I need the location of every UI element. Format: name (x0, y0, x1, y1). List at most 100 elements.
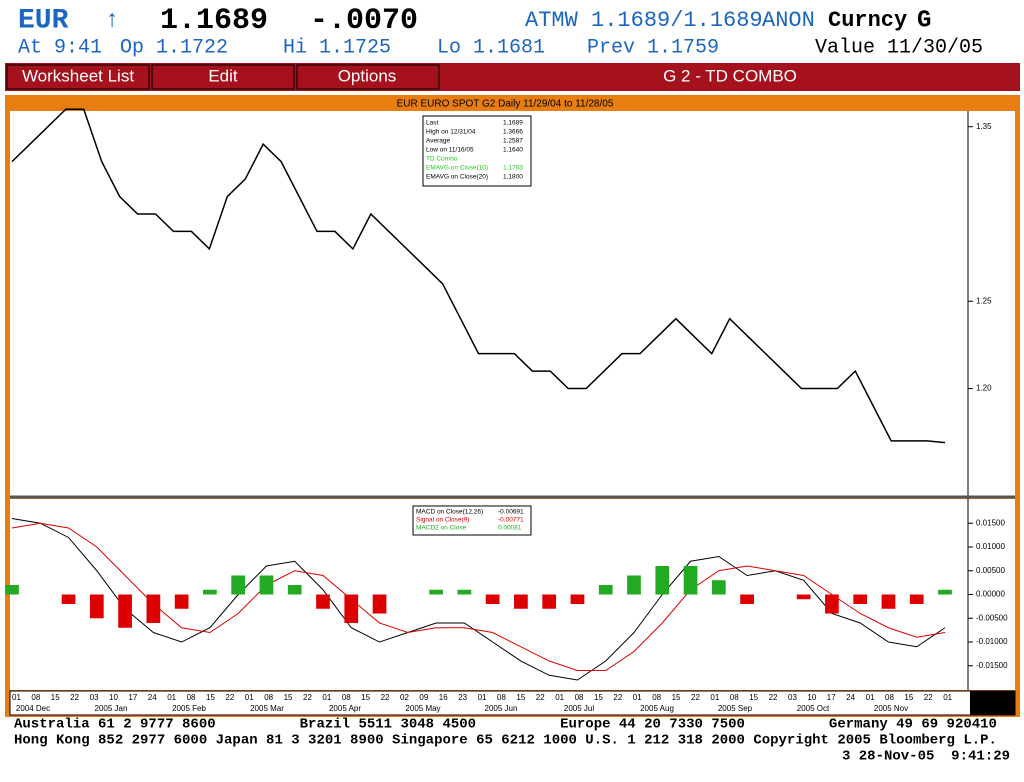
x-month-label: 2005 Jan (95, 704, 128, 713)
histogram-bar (598, 584, 613, 595)
legend-label: EMAVG on Close(10) (426, 165, 488, 172)
footer-line: Australia 61 2 9777 8600 Brazil 5511 304… (14, 717, 997, 733)
x-day-label: 02 (400, 693, 409, 702)
x-day-label: 08 (885, 693, 894, 702)
x-day-label: 09 (419, 693, 428, 702)
price: 1.1689 (160, 4, 268, 38)
histogram-bar (231, 575, 246, 595)
high: Hi 1.1725 (283, 36, 391, 59)
menu-button[interactable] (151, 64, 295, 90)
histogram-bar (683, 565, 698, 595)
x-day-label: 01 (710, 693, 719, 702)
prev: Prev 1.1759 (587, 36, 719, 59)
x-day-label: 15 (672, 693, 681, 702)
x-month-label: 2004 Dec (16, 704, 50, 713)
histogram-bar (853, 594, 868, 605)
legend-label: Low on 11/16/05 (426, 147, 474, 154)
histogram-bar (457, 589, 472, 595)
x-month-label: 2005 Sep (718, 704, 753, 713)
footer: Australia 61 2 9777 8600 Brazil 5511 304… (14, 717, 1010, 765)
x-month-label: 2005 Jul (564, 704, 594, 713)
histogram-bar (89, 594, 104, 619)
menu-button[interactable] (6, 64, 150, 90)
x-day-label: 01 (322, 693, 331, 702)
histogram-bar (570, 594, 585, 605)
x-month-label: 2005 Mar (250, 704, 284, 713)
legend-label: Average (426, 138, 450, 145)
ticker: EUR (18, 5, 69, 36)
histogram-bar (514, 594, 528, 609)
x-day-label: 15 (284, 693, 293, 702)
histogram-bar (711, 580, 726, 595)
axis-corner (970, 691, 1015, 715)
histogram-bar (203, 589, 217, 595)
x-day-label: 08 (31, 693, 40, 702)
x-day-label: 22 (924, 693, 933, 702)
x-day-label: 17 (827, 693, 836, 702)
y-tick-label: 1.20 (976, 384, 992, 393)
x-day-label: 08 (497, 693, 506, 702)
x-day-label: 08 (342, 693, 351, 702)
histogram-bar (429, 589, 443, 595)
x-month-label: 2005 Nov (874, 704, 908, 713)
data-line (11, 108, 946, 444)
key: G (917, 7, 931, 34)
x-day-label: 22 (613, 693, 622, 702)
histogram-bar (344, 594, 359, 624)
x-day-label: 08 (575, 693, 584, 702)
menu-button[interactable] (296, 64, 440, 90)
legend-value: 0.00081 (498, 525, 522, 532)
histogram-bar (259, 575, 274, 595)
histogram-bar (740, 594, 754, 605)
x-day-label: 22 (225, 693, 234, 702)
x-day-label: 01 (12, 693, 21, 702)
legend-label: EMAVG on Close(20) (426, 174, 488, 181)
y-tick-label: 0.01500 (976, 518, 1005, 527)
x-day-label: 22 (303, 693, 312, 702)
histogram-bar (909, 594, 924, 605)
y-tick-label: 1.35 (976, 122, 992, 131)
header: EUR ↑ 1.1689 -.0070 ATMW 1.1689/1.1689 A… (18, 4, 931, 38)
x-day-label: 01 (167, 693, 176, 702)
x-day-label: 03 (788, 693, 797, 702)
menu-item[interactable]: Worksheet List (22, 66, 134, 85)
change: -.0070 (310, 4, 418, 38)
x-month-label: 2005 Jun (485, 704, 518, 713)
y-tick-label: 0.00000 (976, 590, 1005, 599)
histogram-bar (938, 589, 952, 595)
x-month-label: 2005 May (405, 704, 440, 713)
legend-value: 1.3666 (503, 129, 523, 136)
chart-title: EUR EURO SPOT G2 Daily 11/29/04 to 11/28… (397, 99, 614, 110)
histogram-bar (5, 584, 19, 595)
quote: ATMW 1.1689/1.1689 (525, 8, 763, 33)
x-day-label: 01 (943, 693, 952, 702)
menu-item[interactable]: Edit (208, 66, 238, 85)
x-day-label: 10 (807, 693, 816, 702)
histogram-bar (146, 594, 161, 624)
menu-title: G 2 - TD COMBO (663, 66, 797, 85)
x-day-label: 01 (478, 693, 487, 702)
x-day-label: 15 (594, 693, 603, 702)
histogram-bar (61, 594, 76, 605)
legend-label: MACD on Close(12,26) (416, 509, 483, 516)
histogram-bar (796, 594, 811, 600)
legend-label: TD Combo (426, 156, 458, 163)
x-day-label: 10 (109, 693, 118, 702)
histogram-bar (825, 594, 839, 614)
x-day-label: 03 (90, 693, 99, 702)
legend-box (422, 115, 532, 187)
x-day-label: 15 (749, 693, 758, 702)
legend-value: 1.1800 (503, 174, 523, 181)
legend-label: High on 12/31/04 (426, 129, 476, 136)
histogram-bar (881, 594, 896, 609)
x-day-label: 08 (652, 693, 661, 702)
x-day-label: 08 (264, 693, 273, 702)
x-day-label: 08 (187, 693, 196, 702)
menu-item[interactable]: Options (338, 66, 397, 85)
x-day-label: 15 (904, 693, 913, 702)
x-day-label: 24 (846, 693, 855, 702)
legend-label: MACD2 on Close (416, 525, 467, 532)
y-tick-label: 0.00500 (976, 566, 1005, 575)
low: Lo 1.1681 (437, 36, 545, 59)
